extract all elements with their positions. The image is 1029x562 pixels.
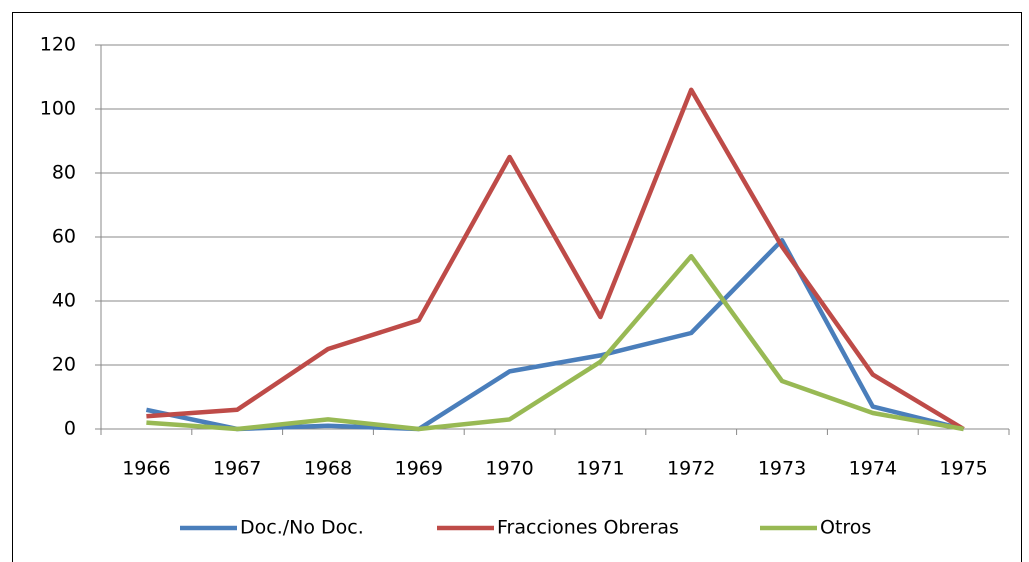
x-tick-label: 1974 (849, 458, 897, 480)
x-tick-label: 1966 (122, 458, 170, 480)
legend-label: Fracciones Obreras (497, 517, 679, 539)
legend-label: Doc./No Doc. (240, 517, 364, 539)
x-tick-label: 1968 (304, 458, 352, 480)
y-tick-label: 60 (52, 226, 76, 248)
series-line (146, 87, 965, 431)
y-tick-label: 0 (64, 418, 76, 440)
y-tick-label: 40 (52, 290, 76, 312)
legend-label: Otros (820, 517, 871, 539)
y-tick-label: 120 (40, 34, 76, 56)
chart-frame (12, 12, 1022, 562)
y-tick-label: 100 (40, 98, 76, 120)
x-tick-label: 1971 (576, 458, 624, 480)
y-tick-label: 80 (52, 162, 76, 184)
x-tick-label: 1972 (667, 458, 715, 480)
x-tick-label: 1967 (213, 458, 261, 480)
x-tick-label: 1973 (758, 458, 806, 480)
series-line (145, 237, 965, 432)
x-tick-label: 1975 (939, 458, 987, 480)
y-tick-label: 20 (52, 354, 76, 376)
x-tick-label: 1970 (485, 458, 533, 480)
series-line (146, 253, 964, 432)
x-tick-label: 1969 (395, 458, 443, 480)
